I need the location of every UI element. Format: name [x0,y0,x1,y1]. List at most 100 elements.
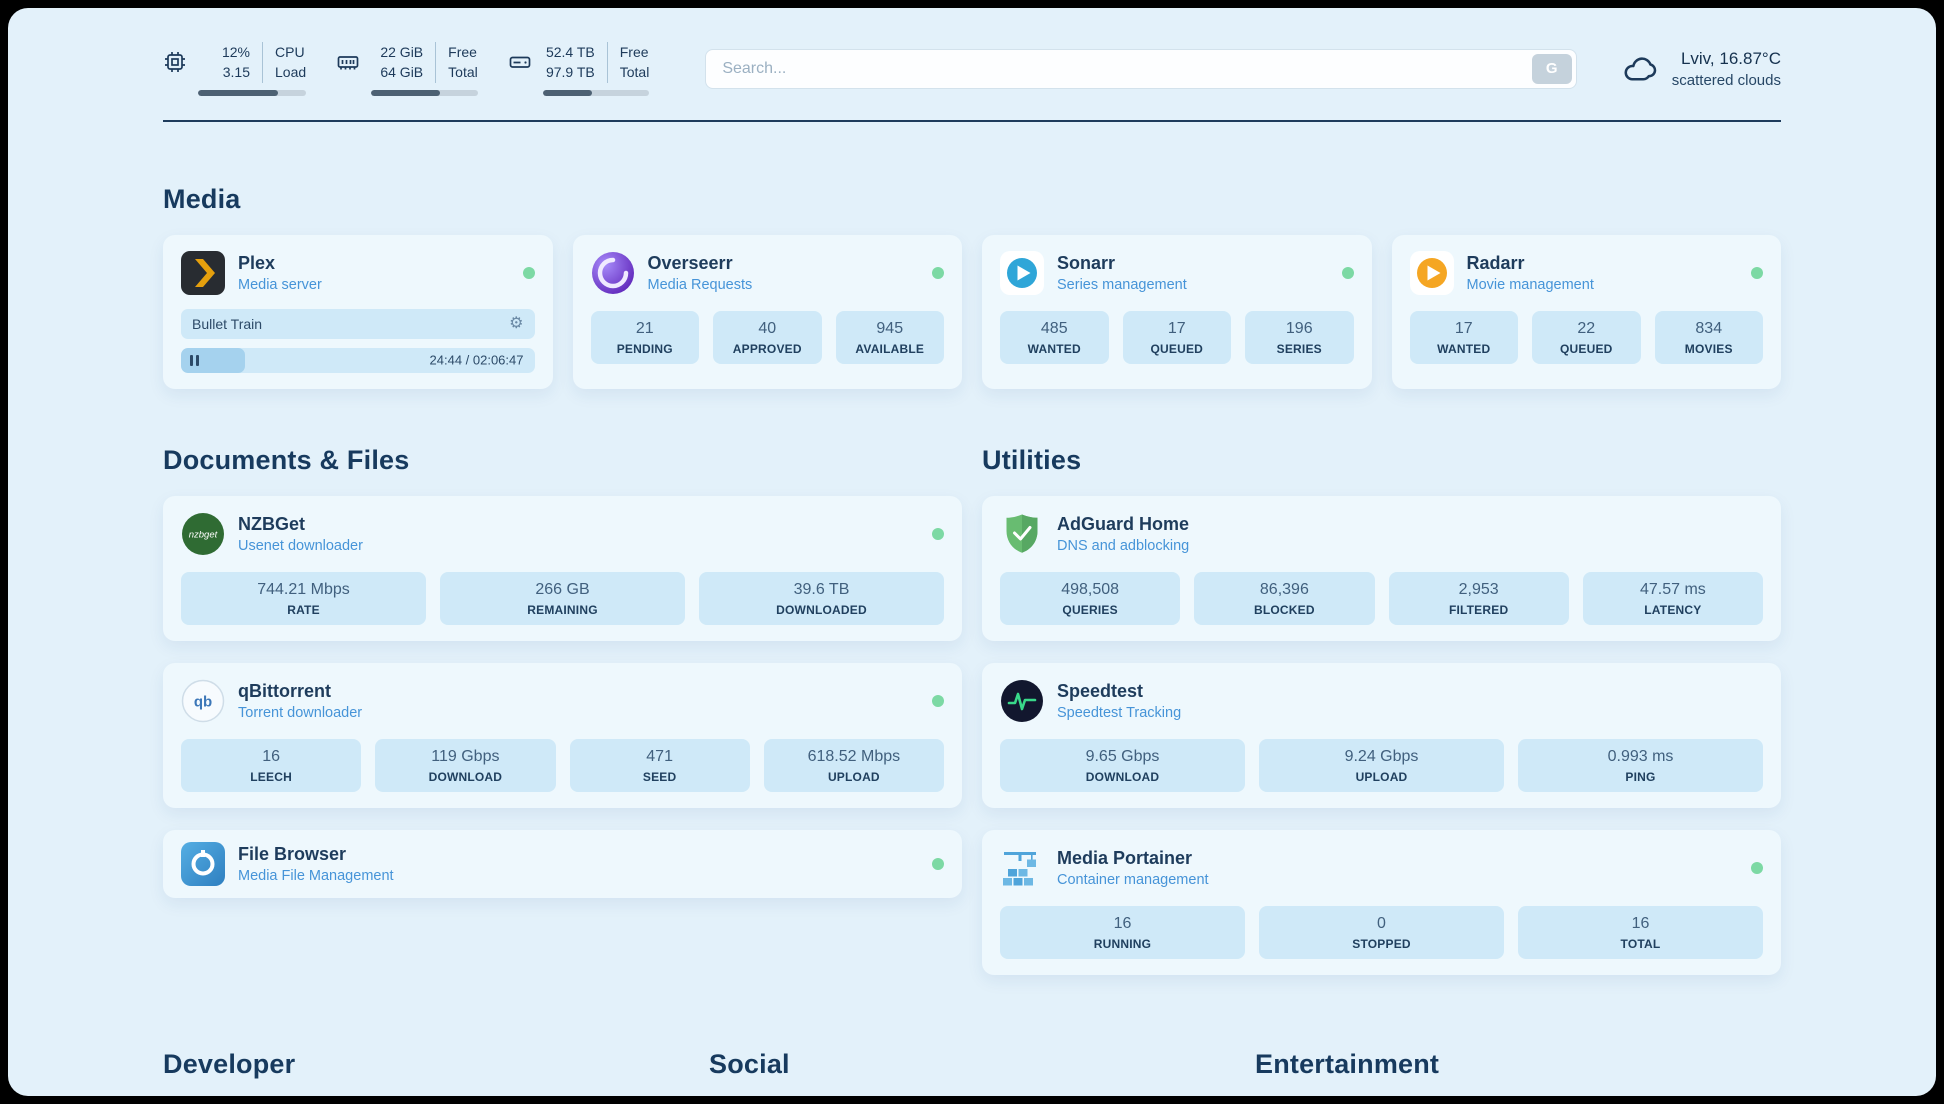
disk-free-label: Free [619,44,649,60]
app-subtitle: Speedtest Tracking [1057,704,1182,721]
content-container: 12% 3.15 CPU Load [163,8,1781,1096]
ram-free-label: Free [448,44,477,60]
ram-monitor: 22 GiB 64 GiB Free Total [336,42,478,96]
status-online-dot [932,857,944,870]
svg-text:qb: qb [194,693,212,710]
sonarr-icon [1000,250,1044,295]
cpu-load-avg: 3.15 [222,64,250,81]
stat-ping: 0.993 ms PING [1518,738,1763,792]
stat-downloaded: 39.6 TB DOWNLOADED [699,571,944,625]
stat-blocked: 86,396 BLOCKED [1194,571,1375,625]
stat-leech: 16 LEECH [181,738,362,792]
radarr-icon [1409,250,1454,295]
app-name: Plex [238,252,276,273]
cpu-percent: 12% [221,44,250,60]
app-card-sonarr[interactable]: Sonarr Series management 485 WANTED 17 QUE… [982,234,1372,389]
section-title-developer: Developer [163,1048,296,1079]
search-engine-button[interactable]: G [1531,53,1572,84]
status-online-dot [932,527,944,540]
gear-icon[interactable]: ⚙ [509,314,524,332]
app-card-overseerr[interactable]: Overseerr Media Requests 21 PENDING 40 APP… [572,234,962,389]
status-online-dot [1341,266,1354,279]
app-card-portainer[interactable]: Media Portainer Container management 16 R… [982,829,1781,975]
app-card-qbittorrent[interactable]: qb qBittorrent Torrent downloader 16 LEEC… [163,662,962,808]
stat-latency: 47.57 ms LATENCY [1582,571,1763,625]
stat-queued: 17 QUEUED [1122,310,1231,364]
ram-total-label: Total [448,64,478,81]
stat-wanted: 17 WANTED [1409,310,1518,364]
section-title-utilities: Utilities [982,444,1082,475]
cpu-load-label: Load [275,64,307,81]
disk-free-value: 52.4 TB [545,44,595,60]
stat-remaining: 266 GB REMAINING [440,571,685,625]
app-card-speedtest[interactable]: Speedtest Speedtest Tracking 9.65 Gbps DO… [982,662,1781,808]
plex-progress-bar[interactable]: 24:44 / 02:06:47 [181,347,535,373]
cpu-icon [163,50,187,74]
disk-usage-bar [542,89,650,96]
app-card-nzbget[interactable]: nzbget NZBGet Usenet downloader 744.21 M… [163,495,962,641]
app-name: AdGuard Home [1057,513,1190,534]
section-utilities: Utilities AdGuard Home DNS and adblockin… [982,445,1781,975]
section-title-documents: Documents & Files [163,444,410,475]
pause-icon[interactable] [190,354,199,366]
hard-drive-icon [508,50,532,74]
app-card-plex[interactable]: Plex Media server Bullet Train ⚙ 24:44 [163,234,553,389]
bookmark-group-entertainment: Entertainment YT YouTube youtube.com NF … [1255,1049,1781,1096]
stat-rate: 744.21 Mbps RATE [181,571,426,625]
stat-upload: 9.24 Gbps UPLOAD [1259,738,1504,792]
app-subtitle: Media File Management [238,867,394,884]
stat-wanted: 485 WANTED [1000,310,1109,364]
header-divider [163,119,1781,122]
cpu-label: CPU [275,44,305,60]
app-card-filebrowser[interactable]: File Browser Media File Management [163,829,962,898]
app-name: Media Portainer [1057,847,1193,868]
stat-approved: 40 APPROVED [713,310,822,364]
app-card-adguard[interactable]: AdGuard Home DNS and adblocking 498,508 Q… [982,495,1781,641]
section-title-media: Media [163,183,241,214]
playback-time: 24:44 / 02:06:47 [429,352,524,368]
app-subtitle: Movie management [1466,276,1594,293]
app-card-radarr[interactable]: Radarr Movie management 17 WANTED 22 QUEUE… [1391,234,1781,389]
stat-queries: 498,508 QUERIES [1000,571,1181,625]
status-online-dot [932,694,944,707]
nzbget-icon: nzbget [181,512,225,556]
dashboard-page: 12% 3.15 CPU Load [8,8,1936,1096]
app-name: Sonarr [1057,252,1116,273]
status-online-dot [932,266,944,279]
stat-series: 196 SERIES [1245,310,1354,364]
stat-total: 16 TOTAL [1518,905,1763,959]
disk-total-label: Total [619,64,650,81]
search-bar: G [705,48,1577,89]
ram-total-value: 64 GiB [380,64,424,81]
stat-movies: 834 MOVIES [1654,310,1763,364]
header: 12% 3.15 CPU Load [163,8,1781,96]
stat-stopped: 0 STOPPED [1259,905,1504,959]
plex-icon [181,250,225,295]
status-online-dot [1751,861,1763,874]
adguard-shield-icon [1000,512,1044,556]
section-documents: Documents & Files nzbget NZBGet Usenet d… [163,445,962,975]
search-input[interactable] [705,48,1577,89]
plex-progress-fill [181,347,245,373]
app-name: NZBGet [238,513,305,534]
app-name: Radarr [1466,252,1525,273]
qbittorrent-icon: qb [181,679,225,723]
app-subtitle: Container management [1057,871,1209,888]
disk-monitor: 52.4 TB 97.9 TB Free Total [508,42,650,96]
disk-total-value: 97.9 TB [545,64,595,81]
app-name: Speedtest [1057,680,1144,701]
stat-queued: 22 QUEUED [1532,310,1641,364]
bookmark-group-developer: Developer GH Github github.com SO StackO… [163,1049,689,1096]
bookmark-group-social: Social LI LinkedIn linkedin.com TW Twitt… [709,1049,1235,1096]
now-playing-title: Bullet Train [192,315,263,332]
section-title-social: Social [709,1048,790,1079]
stat-pending: 21 PENDING [590,310,699,364]
portainer-crane-icon [1000,846,1044,890]
app-name: Overseerr [647,252,733,273]
status-online-dot [1751,266,1763,279]
weather-location: Lviv, 16.87°C [1680,48,1781,68]
stat-upload: 618.52 Mbps UPLOAD [763,738,944,792]
app-subtitle: Media Requests [647,276,753,293]
speedtest-icon [1000,679,1044,723]
weather-widget: Lviv, 16.87°C scattered clouds [1621,49,1781,89]
